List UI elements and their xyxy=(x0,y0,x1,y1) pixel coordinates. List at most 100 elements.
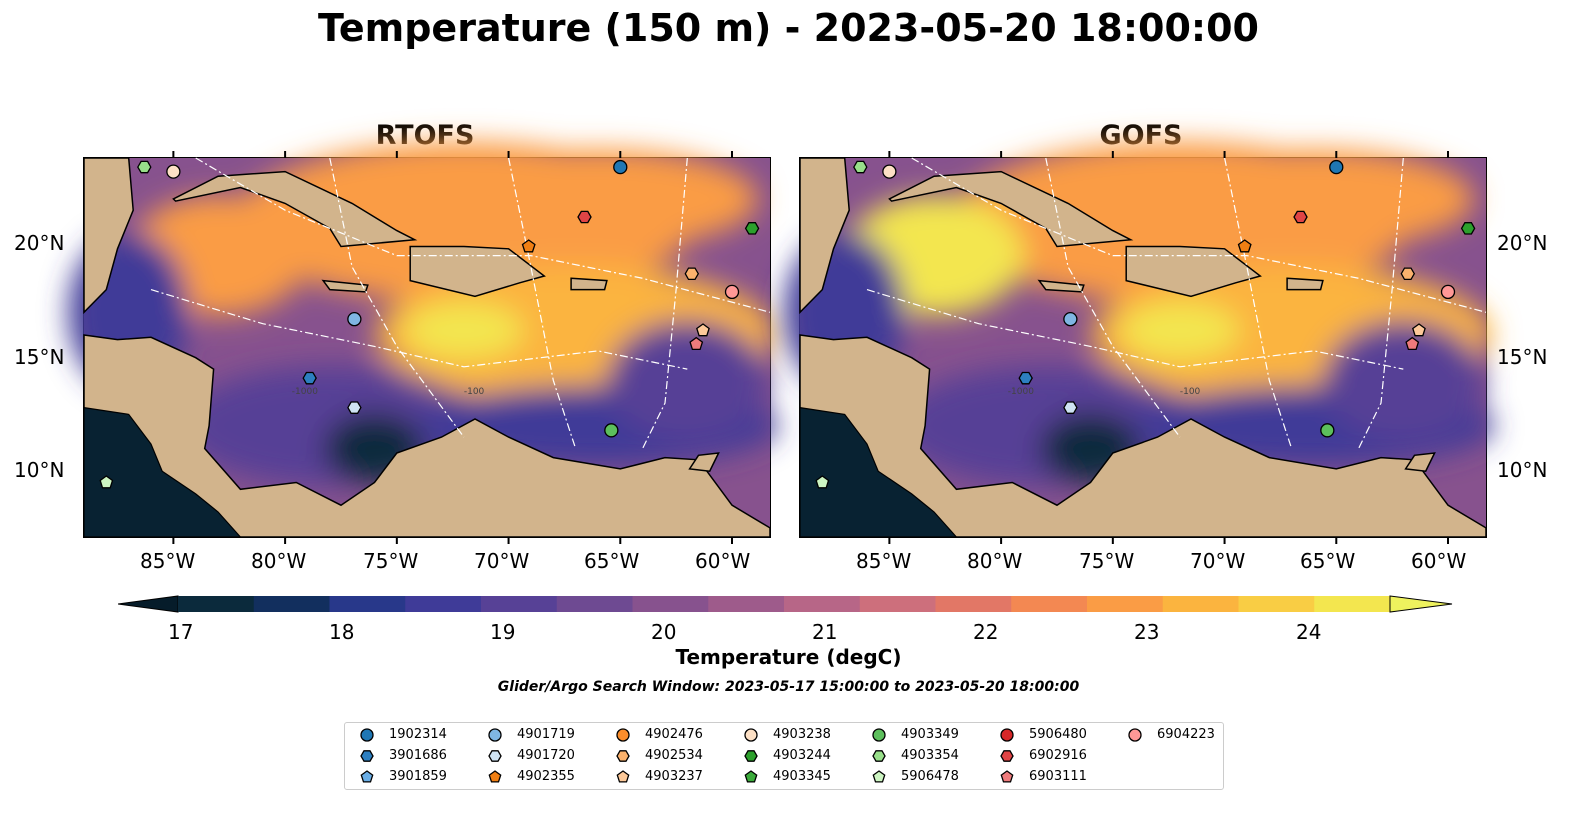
isobath-label: -100 xyxy=(464,387,485,397)
colorbar-segment xyxy=(178,596,255,612)
eez-boundary xyxy=(642,157,688,449)
float-marker-4902355 xyxy=(521,239,536,253)
float-marker-4901719 xyxy=(1063,311,1078,327)
legend-marker-icon xyxy=(360,750,374,762)
legend-marker-icon xyxy=(872,770,886,783)
legend-label: 3901686 xyxy=(389,748,447,763)
legend-marker-icon xyxy=(744,728,758,742)
lat-tick: 20°N xyxy=(1497,231,1548,255)
float-marker-6903111 xyxy=(1405,336,1420,351)
legend-marker-4903237 xyxy=(616,770,630,783)
legend-label: 6904223 xyxy=(1157,727,1215,742)
float-marker-4903238 xyxy=(882,164,897,179)
lon-tick: 85°W xyxy=(856,549,912,573)
legend-marker-4903238 xyxy=(744,728,758,742)
legend-marker-4902355 xyxy=(488,770,502,783)
legend-marker-icon xyxy=(616,770,630,783)
lon-tick: 70°W xyxy=(474,549,530,573)
float-marker-4903354 xyxy=(853,160,868,174)
lon-tick: 65°W xyxy=(1300,549,1356,573)
lon-tick: 85°W xyxy=(140,549,196,573)
isobath-label: -1000 xyxy=(292,387,318,397)
legend-label: 4903237 xyxy=(645,769,703,784)
legend-marker-4903345 xyxy=(744,770,758,783)
lat-tick: 10°N xyxy=(14,458,65,482)
colorbar-segment xyxy=(784,596,861,612)
colorbar-segment xyxy=(708,596,785,612)
legend-marker-icon xyxy=(1000,728,1014,742)
colorbar-segment xyxy=(1162,596,1239,612)
float-marker-4903244 xyxy=(1460,222,1476,235)
float-marker-4903238 xyxy=(166,164,181,179)
isobath-label: -1000 xyxy=(1008,387,1034,397)
eez-boundary xyxy=(329,157,465,438)
legend-marker-3901859 xyxy=(360,770,374,783)
legend-marker-icon xyxy=(488,728,502,742)
legend-marker-6903111 xyxy=(1000,770,1014,783)
colorbar-tick: 18 xyxy=(329,620,355,644)
legend-marker-6902916 xyxy=(1000,750,1014,762)
legend-label: 4901720 xyxy=(517,748,575,763)
colorbar-segment xyxy=(1314,596,1391,612)
lon-tick: 65°W xyxy=(584,549,640,573)
float-marker-6902916 xyxy=(1293,210,1308,224)
legend-label: 5906478 xyxy=(901,769,959,784)
colorbar-segment xyxy=(1087,596,1164,612)
legend-marker-icon xyxy=(744,750,758,762)
colorbar xyxy=(118,595,1453,613)
legend-marker-icon xyxy=(360,770,374,783)
isobath-label: -100 xyxy=(1180,387,1201,397)
colorbar-tick: 19 xyxy=(490,620,516,644)
lon-tick: 60°W xyxy=(695,549,751,573)
float-marker-4903237 xyxy=(1412,323,1426,337)
legend-marker-4902534 xyxy=(616,750,630,762)
float-marker-5906478 xyxy=(99,475,114,489)
legend-label: 4901719 xyxy=(517,727,575,742)
eez-boundary xyxy=(150,289,688,370)
legend-marker-4903349 xyxy=(872,728,886,742)
legend-marker-4902476 xyxy=(616,728,630,742)
colorbar-segment xyxy=(556,596,633,612)
legend-label: 3901859 xyxy=(389,769,447,784)
legend-marker-icon xyxy=(744,770,758,783)
colorbar-tick: 23 xyxy=(1134,620,1160,644)
legend-marker-icon xyxy=(616,750,630,762)
float-marker-4902534 xyxy=(684,267,700,281)
colorbar-tick: 17 xyxy=(168,620,194,644)
colorbar-segment xyxy=(253,596,330,612)
float-marker-4902355 xyxy=(1237,239,1252,253)
colorbar-segment xyxy=(859,596,936,612)
colorbar-tick: 22 xyxy=(973,620,999,644)
lon-tick: 80°W xyxy=(251,549,307,573)
colorbar-segment xyxy=(632,596,709,612)
float-marker-6902916 xyxy=(577,210,592,224)
lat-tick: 10°N xyxy=(1497,458,1548,482)
colorbar-tick: 24 xyxy=(1296,620,1322,644)
legend-label: 4903349 xyxy=(901,727,959,742)
legend-marker-4901719 xyxy=(488,728,502,742)
rtofs-map: -100 -1000 xyxy=(68,141,778,544)
float-marker-4901720 xyxy=(347,401,362,414)
legend-marker-icon xyxy=(616,728,630,742)
float-marker-4903349 xyxy=(604,423,619,438)
float-marker-4902534 xyxy=(1400,267,1416,281)
lon-tick: 75°W xyxy=(1079,549,1135,573)
legend-label: 4902476 xyxy=(645,727,703,742)
float-marker-4903237 xyxy=(696,323,710,337)
legend-marker-1902314 xyxy=(360,728,374,742)
lat-tick: 15°N xyxy=(14,345,65,369)
lat-tick: 20°N xyxy=(14,231,65,255)
eez-boundary xyxy=(1045,157,1181,438)
legend-marker-3901686 xyxy=(360,750,374,762)
legend-label: 4903238 xyxy=(773,727,831,742)
legend-marker-icon xyxy=(488,770,502,783)
eez-boundary xyxy=(508,157,577,449)
legend-marker-icon xyxy=(488,750,502,762)
colorbar-tick: 21 xyxy=(812,620,838,644)
lon-tick: 75°W xyxy=(363,549,419,573)
legend-marker-4901720 xyxy=(488,750,502,762)
temperature-field: -100 -1000 xyxy=(68,141,778,544)
float-marker-4901719 xyxy=(347,311,362,327)
lon-tick: 80°W xyxy=(967,549,1023,573)
legend-label: 1902314 xyxy=(389,727,447,742)
